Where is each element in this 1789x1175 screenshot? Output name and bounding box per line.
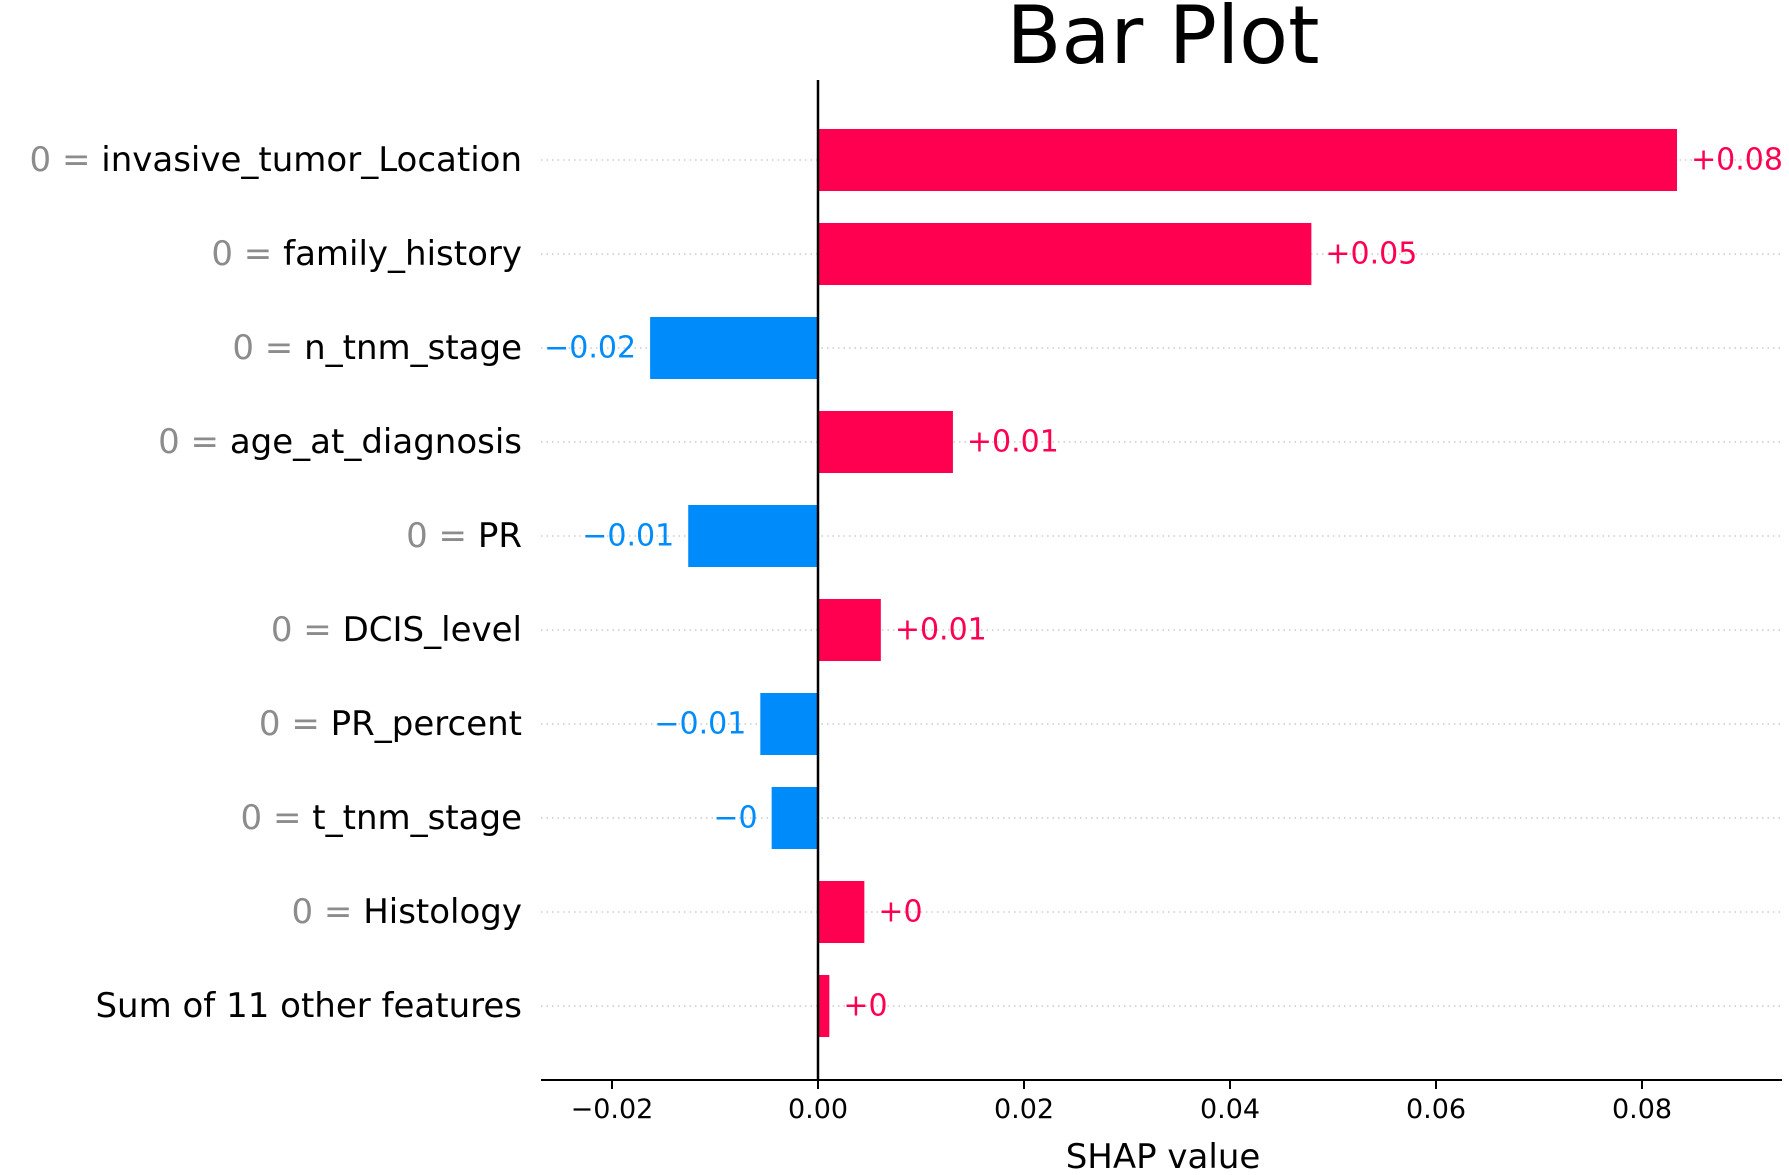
- data-label-sum-of-11-other-features: +0: [843, 989, 887, 1024]
- data-label-family-history: +0.05: [1325, 237, 1417, 272]
- feature-label-sum-of-11-other-features: Sum of 11 other features: [95, 986, 522, 1026]
- feature-value-text: 0 =: [30, 140, 102, 180]
- feature-label-invasive-tumor-location: 0 = invasive_tumor_Location: [30, 140, 522, 180]
- data-label-age-at-diagnosis: +0.01: [967, 425, 1059, 460]
- bar-invasive-tumor-location: [818, 129, 1678, 191]
- feature-name-text: age_at_diagnosis: [230, 422, 522, 462]
- x-axis-ticks: −0.02 0.00 0.02 0.04 0.06 0.08: [571, 1080, 1672, 1125]
- feature-label-n-tnm-stage: 0 = n_tnm_stage: [232, 328, 522, 368]
- feature-value-text: 0 =: [406, 516, 478, 556]
- x-axis-title: SHAP value: [1066, 1137, 1261, 1175]
- feature-label-pr-percent: 0 = PR_percent: [259, 704, 522, 744]
- x-tick-label: 0.00: [788, 1094, 848, 1125]
- chart-title: Bar Plot: [1006, 0, 1319, 82]
- bar-t-tnm-stage: [771, 787, 818, 849]
- feature-value-text: 0 =: [158, 422, 230, 462]
- feature-name-text: n_tnm_stage: [304, 328, 522, 368]
- data-labels: +0.08 +0.05 −0.02 +0.01 −0.01 +0.01 −0.01 −0 +0 +…: [544, 143, 1783, 1024]
- feature-label-pr: 0 = PR: [406, 516, 522, 556]
- feature-value-text: 0 =: [241, 798, 313, 838]
- feature-value-text: 0 =: [211, 234, 283, 274]
- bars-group: [650, 129, 1678, 1037]
- bar-n-tnm-stage: [650, 317, 818, 379]
- data-label-pr: −0.01: [582, 519, 674, 554]
- feature-name-text: Sum of 11 other features: [95, 986, 522, 1026]
- bar-sum-of-11-other-features: [818, 975, 830, 1037]
- feature-name-text: Histology: [363, 892, 522, 932]
- data-label-n-tnm-stage: −0.02: [544, 331, 636, 366]
- bar-dcis-level: [818, 599, 881, 661]
- data-label-pr-percent: −0.01: [654, 707, 746, 742]
- data-label-dcis-level: +0.01: [895, 613, 987, 648]
- x-tick-label: −0.02: [571, 1094, 654, 1125]
- x-tick-label: 0.04: [1200, 1094, 1260, 1125]
- x-tick-label: 0.02: [994, 1094, 1054, 1125]
- feature-name-text: PR_percent: [331, 704, 522, 744]
- feature-name-text: PR: [478, 516, 522, 556]
- bar-age-at-diagnosis: [818, 411, 953, 473]
- feature-value-text: 0 =: [259, 704, 331, 744]
- feature-value-text: 0 =: [291, 892, 363, 932]
- feature-name-text: invasive_tumor_Location: [101, 140, 522, 180]
- feature-name-text: t_tnm_stage: [312, 798, 522, 838]
- bar-family-history: [818, 223, 1312, 285]
- data-label-invasive-tumor-location: +0.08: [1691, 143, 1783, 178]
- feature-value-text: 0 =: [232, 328, 304, 368]
- feature-label-t-tnm-stage: 0 = t_tnm_stage: [241, 798, 522, 838]
- feature-label-histology: 0 = Histology: [291, 892, 522, 932]
- bar-pr-percent: [760, 693, 818, 755]
- feature-value-text: 0 =: [271, 610, 343, 650]
- feature-label-dcis-level: 0 = DCIS_level: [271, 610, 522, 650]
- x-tick-label: 0.06: [1406, 1094, 1466, 1125]
- guide-lines: [541, 159, 1782, 1007]
- feature-name-text: family_history: [283, 234, 522, 274]
- data-label-t-tnm-stage: −0: [713, 801, 757, 836]
- bar-histology: [818, 881, 865, 943]
- x-tick-label: 0.08: [1612, 1094, 1672, 1125]
- bar-pr: [688, 505, 818, 567]
- feature-label-age-at-diagnosis: 0 = age_at_diagnosis: [158, 422, 522, 462]
- data-label-histology: +0: [878, 895, 922, 930]
- feature-label-family-history: 0 = family_history: [211, 234, 522, 274]
- feature-name-text: DCIS_level: [343, 610, 522, 650]
